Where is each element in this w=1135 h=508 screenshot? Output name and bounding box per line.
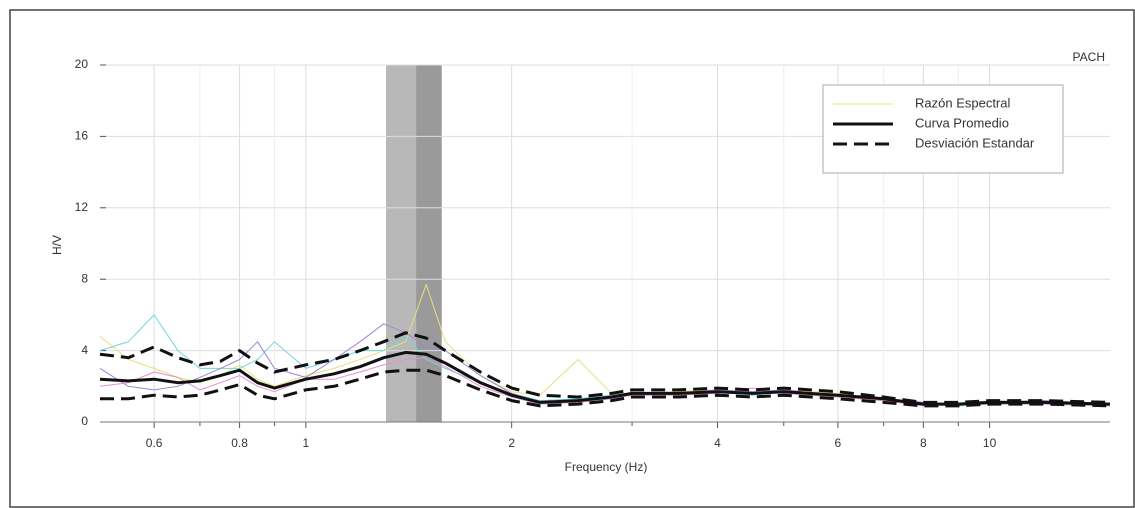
legend-label: Curva Promedio [915, 115, 1009, 130]
x-axis-label: Frequency (Hz) [565, 460, 648, 474]
x-tick-label: 6 [835, 436, 842, 450]
station-label: PACH [1073, 50, 1105, 64]
y-tick-label: 20 [75, 57, 89, 71]
series-line [99, 357, 1111, 407]
x-tick-label: 2 [508, 436, 515, 450]
series-line [99, 350, 1111, 406]
x-tick-label: 10 [983, 436, 997, 450]
y-tick-label: 12 [75, 200, 89, 214]
x-tick-label: 0.6 [146, 436, 163, 450]
y-tick-label: 0 [81, 414, 88, 428]
legend-label: Desviación Estandar [915, 135, 1035, 150]
x-tick-label: 0.8 [231, 436, 248, 450]
y-tick-label: 16 [75, 129, 89, 143]
series-line [100, 368, 1111, 408]
peak-band-inner [416, 65, 442, 422]
y-tick-label: 8 [81, 271, 88, 285]
y-axis-label: H/V [50, 235, 64, 255]
series-line [99, 331, 1111, 404]
y-tick-label: 4 [81, 343, 88, 357]
x-tick-label: 4 [714, 436, 721, 450]
legend-box [822, 84, 1064, 174]
x-tick-label: 8 [920, 436, 927, 450]
legend-label: Razón Espectral [915, 95, 1010, 110]
x-tick-label: 1 [302, 436, 309, 450]
legend: Razón Espectral Curva Promedio Desviación … [822, 84, 1064, 174]
